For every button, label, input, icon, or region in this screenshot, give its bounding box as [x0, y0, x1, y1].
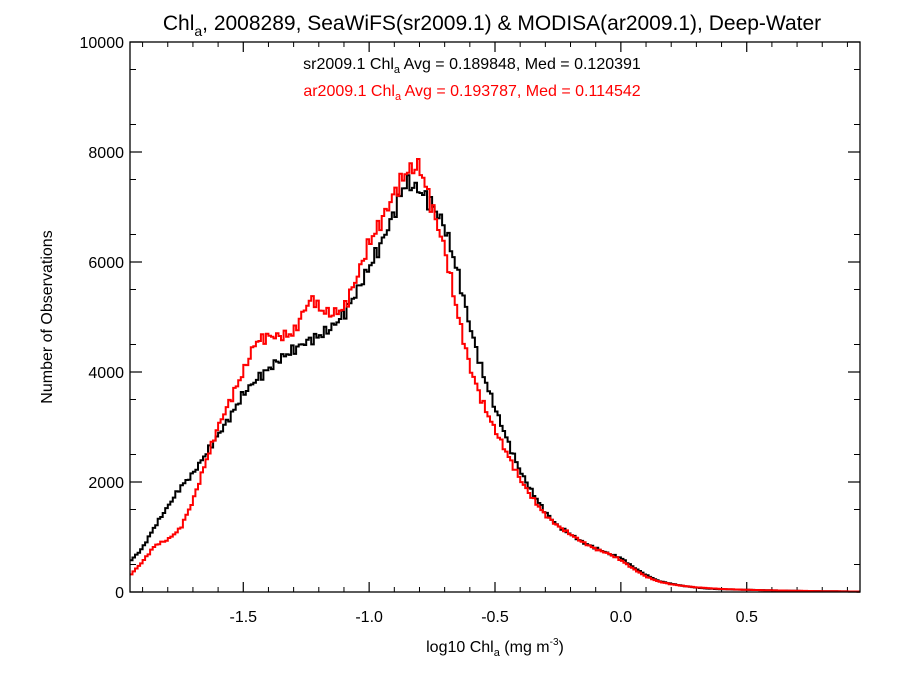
chart-title: Chla, 2008289, SeaWiFS(sr2009.1) & MODIS…: [163, 12, 821, 39]
y-axis-label: Number of Observations: [39, 230, 56, 403]
x-tick-label: -1.5: [229, 609, 257, 626]
legend-entry-sr2009: sr2009.1 Chla Avg = 0.189848, Med = 0.12…: [303, 56, 641, 76]
y-tick-label: 8000: [88, 145, 124, 162]
y-axis-ticks: 0 2000 4000 6000 8000 10000: [80, 35, 860, 602]
x-axis-label: log10 Chla (mg m-3): [426, 637, 564, 659]
y-tick-label: 2000: [88, 475, 124, 492]
series-layer: [130, 158, 860, 593]
y-tick-label: 6000: [88, 255, 124, 272]
plot-frame: [129, 41, 861, 593]
x-tick-label: 0.5: [736, 609, 758, 626]
series-line-ar2009-1: [130, 158, 860, 593]
x-tick-label: -0.5: [481, 609, 509, 626]
x-tick-label: -1.0: [355, 609, 383, 626]
y-tick-label: 4000: [88, 365, 124, 382]
y-tick-label: 0: [115, 585, 124, 602]
series-line-sr2009-1: [130, 174, 860, 593]
legend-entry-ar2009: ar2009.1 Chla Avg = 0.193787, Med = 0.11…: [303, 83, 640, 103]
x-tick-label: 0.0: [610, 609, 632, 626]
x-axis-ticks: -1.5 -1.0 -0.5 0.0 0.5: [142, 42, 848, 626]
y-tick-label: 10000: [80, 35, 125, 52]
